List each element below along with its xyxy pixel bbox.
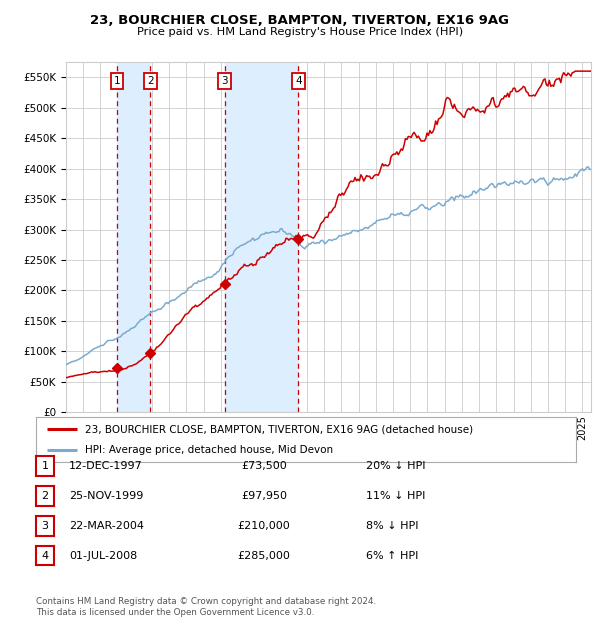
Bar bbox=[225, 62, 298, 412]
Text: 6% ↑ HPI: 6% ↑ HPI bbox=[366, 551, 418, 560]
Text: £285,000: £285,000 bbox=[238, 551, 290, 560]
Text: 20% ↓ HPI: 20% ↓ HPI bbox=[366, 461, 425, 471]
Text: 1: 1 bbox=[113, 76, 120, 86]
Text: 23, BOURCHIER CLOSE, BAMPTON, TIVERTON, EX16 9AG: 23, BOURCHIER CLOSE, BAMPTON, TIVERTON, … bbox=[91, 14, 509, 27]
Text: 8% ↓ HPI: 8% ↓ HPI bbox=[366, 521, 419, 531]
Text: 4: 4 bbox=[295, 76, 302, 86]
Text: £73,500: £73,500 bbox=[241, 461, 287, 471]
Text: 25-NOV-1999: 25-NOV-1999 bbox=[69, 491, 143, 501]
Text: 2: 2 bbox=[41, 491, 49, 501]
Text: 01-JUL-2008: 01-JUL-2008 bbox=[69, 551, 137, 560]
Text: Price paid vs. HM Land Registry's House Price Index (HPI): Price paid vs. HM Land Registry's House … bbox=[137, 27, 463, 37]
Text: 3: 3 bbox=[221, 76, 228, 86]
Text: 12-DEC-1997: 12-DEC-1997 bbox=[69, 461, 143, 471]
Text: 1: 1 bbox=[41, 461, 49, 471]
Text: 2: 2 bbox=[147, 76, 154, 86]
Text: 3: 3 bbox=[41, 521, 49, 531]
Text: 4: 4 bbox=[41, 551, 49, 560]
Text: £97,950: £97,950 bbox=[241, 491, 287, 501]
Text: 23, BOURCHIER CLOSE, BAMPTON, TIVERTON, EX16 9AG (detached house): 23, BOURCHIER CLOSE, BAMPTON, TIVERTON, … bbox=[85, 424, 473, 435]
Text: Contains HM Land Registry data © Crown copyright and database right 2024.
This d: Contains HM Land Registry data © Crown c… bbox=[36, 598, 376, 617]
Text: £210,000: £210,000 bbox=[238, 521, 290, 531]
Text: HPI: Average price, detached house, Mid Devon: HPI: Average price, detached house, Mid … bbox=[85, 445, 333, 455]
Text: 22-MAR-2004: 22-MAR-2004 bbox=[69, 521, 144, 531]
Bar bbox=[117, 62, 151, 412]
Text: 11% ↓ HPI: 11% ↓ HPI bbox=[366, 491, 425, 501]
